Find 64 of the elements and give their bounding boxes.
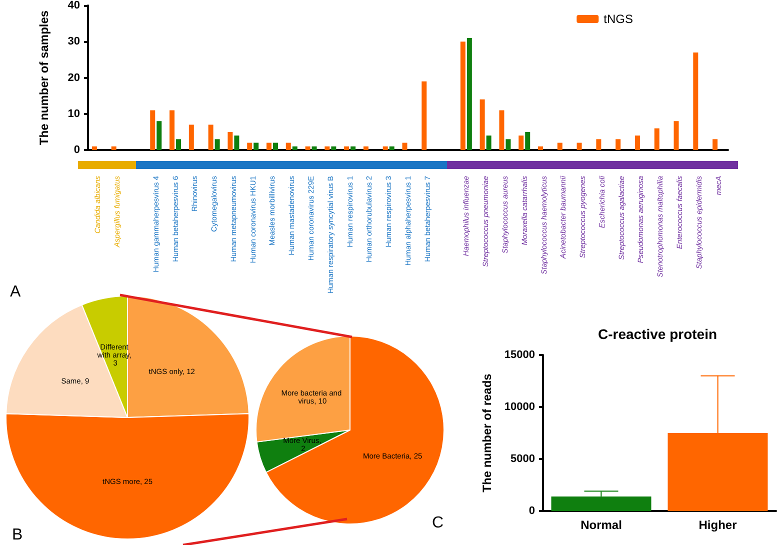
bar (460, 42, 466, 150)
bar (170, 110, 175, 150)
bar (272, 142, 278, 150)
bar (228, 132, 233, 150)
bar (674, 121, 679, 150)
bar (466, 38, 472, 150)
bar (693, 52, 698, 150)
bar (324, 146, 330, 150)
x-tick-label: Higher (698, 518, 738, 532)
bar (292, 146, 298, 150)
y-tick-label: 10000 (504, 401, 535, 413)
bar (350, 146, 356, 150)
text: B (12, 526, 23, 544)
bar (331, 146, 336, 150)
bar (363, 146, 368, 150)
bar (576, 142, 582, 150)
bar (266, 142, 272, 150)
bar (92, 146, 97, 150)
bar (518, 136, 524, 150)
bar (312, 146, 317, 150)
x-tick-label: Normal (580, 518, 622, 532)
bar (499, 110, 504, 150)
bar (111, 146, 116, 150)
bar (305, 146, 310, 150)
bar (176, 139, 182, 150)
bar (634, 136, 640, 150)
bar (214, 139, 220, 150)
bar (596, 139, 602, 150)
bar (525, 132, 530, 150)
bar (422, 81, 427, 150)
y-tick-label: 10 (68, 108, 80, 120)
bar (156, 121, 162, 150)
bar (712, 139, 718, 150)
bar (208, 124, 214, 150)
text: C (432, 514, 444, 532)
bar (150, 110, 156, 150)
bar (247, 142, 252, 150)
y-tick-label: 15000 (504, 349, 535, 361)
y-tick-label: 0 (74, 144, 80, 156)
chart-title: C-reactive protein (598, 326, 718, 342)
text: A (10, 284, 21, 300)
y-axis-title: The number of reads (480, 373, 494, 492)
y-tick-label: 0 (528, 505, 535, 517)
y-tick-label: 5000 (510, 453, 535, 465)
bar (538, 146, 544, 150)
y-tick-label: 40 (68, 0, 80, 12)
bar (616, 139, 621, 150)
bar (654, 128, 660, 150)
bar (286, 142, 291, 150)
bar (506, 139, 511, 150)
bar (557, 142, 562, 150)
bar (389, 146, 394, 150)
bar (486, 136, 492, 150)
y-axis-title: The number of samples (37, 10, 51, 146)
bar (382, 146, 388, 150)
bar (480, 99, 485, 150)
legend-label: tNGS (604, 12, 634, 26)
bar (254, 142, 259, 150)
bar (188, 124, 194, 150)
y-tick-label: 30 (68, 36, 80, 48)
y-tick-label: 20 (68, 72, 80, 84)
bar (234, 136, 240, 150)
bar (402, 142, 408, 150)
bar (344, 146, 350, 150)
